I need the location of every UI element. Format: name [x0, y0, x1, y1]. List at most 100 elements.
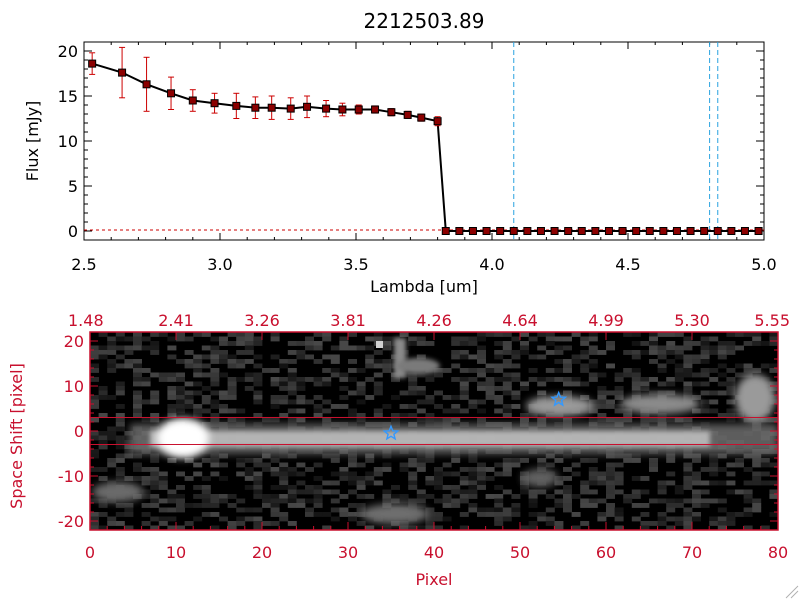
noise-pixel: [726, 390, 736, 396]
noise-pixel: [313, 498, 323, 504]
noise-pixel: [752, 476, 762, 481]
noise-pixel: [416, 372, 426, 378]
noise-pixel: [502, 404, 512, 409]
spectrum-point: [754, 227, 763, 235]
noise-pixel: [597, 413, 607, 418]
noise-pixel: [236, 332, 246, 337]
noise-pixel: [588, 489, 598, 495]
noise-pixel: [313, 408, 323, 414]
noise-pixel: [210, 399, 220, 405]
noise-pixel: [193, 381, 203, 387]
noise-pixel: [210, 458, 220, 463]
noise-pixel: [348, 462, 357, 468]
spectrum-y-ticks: 0 5 10 15 20: [58, 42, 764, 241]
noise-pixel: [201, 408, 211, 414]
noise-pixel: [459, 336, 469, 342]
noise-pixel: [623, 408, 633, 414]
noise-pixel: [752, 471, 762, 477]
noise-pixel: [287, 521, 297, 526]
noise-pixel: [184, 521, 194, 526]
noise-pixel: [313, 404, 323, 409]
noise-pixel: [287, 467, 297, 472]
noise-pixel: [253, 462, 263, 468]
hot-pixel: [376, 341, 383, 348]
noise-pixel: [726, 462, 736, 468]
spectrum-point: [88, 59, 97, 68]
noise-pixel: [382, 525, 392, 530]
noise-pixel: [287, 377, 297, 382]
noise-pixel: [287, 350, 297, 355]
noise-pixel: [408, 485, 418, 490]
noise-pixel: [640, 525, 650, 530]
resize-grip[interactable]: [785, 585, 799, 599]
noise-pixel: [382, 363, 392, 369]
noise-pixel: [322, 480, 332, 486]
noise-pixel: [743, 498, 753, 504]
noise-pixel: [425, 525, 435, 530]
image-top-ticks: 1.48 2.41 3.26 3.81 4.26 4.64 4.99 5.30 5.55: [68, 311, 790, 340]
noise-pixel: [563, 476, 572, 481]
noise-pixel: [477, 507, 486, 513]
noise-pixel: [115, 354, 125, 360]
noise-pixel: [270, 336, 280, 342]
spectrum-point: [523, 227, 532, 235]
noise-pixel: [201, 399, 211, 405]
noise-pixel: [683, 341, 693, 346]
noise-pixel: [236, 516, 246, 522]
noise-pixel: [133, 359, 142, 364]
noise-pixel: [296, 350, 306, 355]
noise-pixel: [373, 467, 383, 472]
noise-pixel: [158, 372, 168, 378]
bright-source-blob: [157, 418, 209, 458]
noise-pixel: [511, 458, 521, 463]
spectrum-point: [286, 104, 295, 113]
noise-pixel: [451, 350, 461, 355]
noise-pixel: [545, 332, 555, 337]
noise-pixel: [244, 359, 254, 364]
noise-pixel: [365, 471, 375, 477]
noise-pixel: [253, 354, 263, 360]
noise-pixel: [563, 345, 572, 351]
noise-pixel: [279, 462, 289, 468]
noise-pixel: [760, 480, 770, 486]
noise-pixel: [408, 336, 418, 342]
noise-pixel: [537, 345, 547, 351]
noise-pixel: [115, 390, 125, 396]
noise-pixel: [330, 359, 340, 364]
noise-pixel: [735, 345, 744, 351]
noise-pixel: [399, 390, 409, 396]
noise-pixel: [674, 521, 684, 526]
noise-pixel: [107, 521, 117, 526]
noise-pixel: [477, 399, 486, 405]
noise-pixel: [649, 332, 658, 337]
noise-pixel: [193, 408, 203, 414]
noise-pixel: [184, 503, 194, 508]
noise-pixel: [580, 363, 590, 369]
noise-pixel: [150, 413, 160, 418]
noise-pixel: [726, 350, 736, 355]
spectrum-point: [210, 99, 219, 108]
noise-pixel: [502, 381, 512, 387]
noise-pixel: [115, 345, 125, 351]
noise-pixel: [709, 350, 719, 355]
noise-pixel: [442, 498, 452, 504]
spectrum-point: [509, 227, 518, 235]
noise-pixel: [90, 417, 99, 423]
noise-pixel: [210, 413, 220, 418]
noise-pixel: [743, 494, 753, 499]
noise-pixel: [683, 512, 693, 517]
noise-pixel: [356, 494, 366, 499]
noise-pixel: [571, 525, 581, 530]
noise-pixel: [666, 458, 676, 463]
noise-pixel: [98, 386, 108, 391]
noise-pixel: [124, 345, 134, 351]
noise-pixel: [726, 480, 736, 486]
noise-pixel: [219, 404, 228, 409]
aperture-lines: [90, 417, 778, 445]
noise-pixel: [219, 336, 228, 342]
noise-pixel: [270, 377, 280, 382]
noise-pixel: [107, 435, 117, 441]
noise-pixel: [219, 341, 228, 346]
noise-pixel: [649, 390, 658, 396]
noise-pixel: [649, 467, 658, 472]
